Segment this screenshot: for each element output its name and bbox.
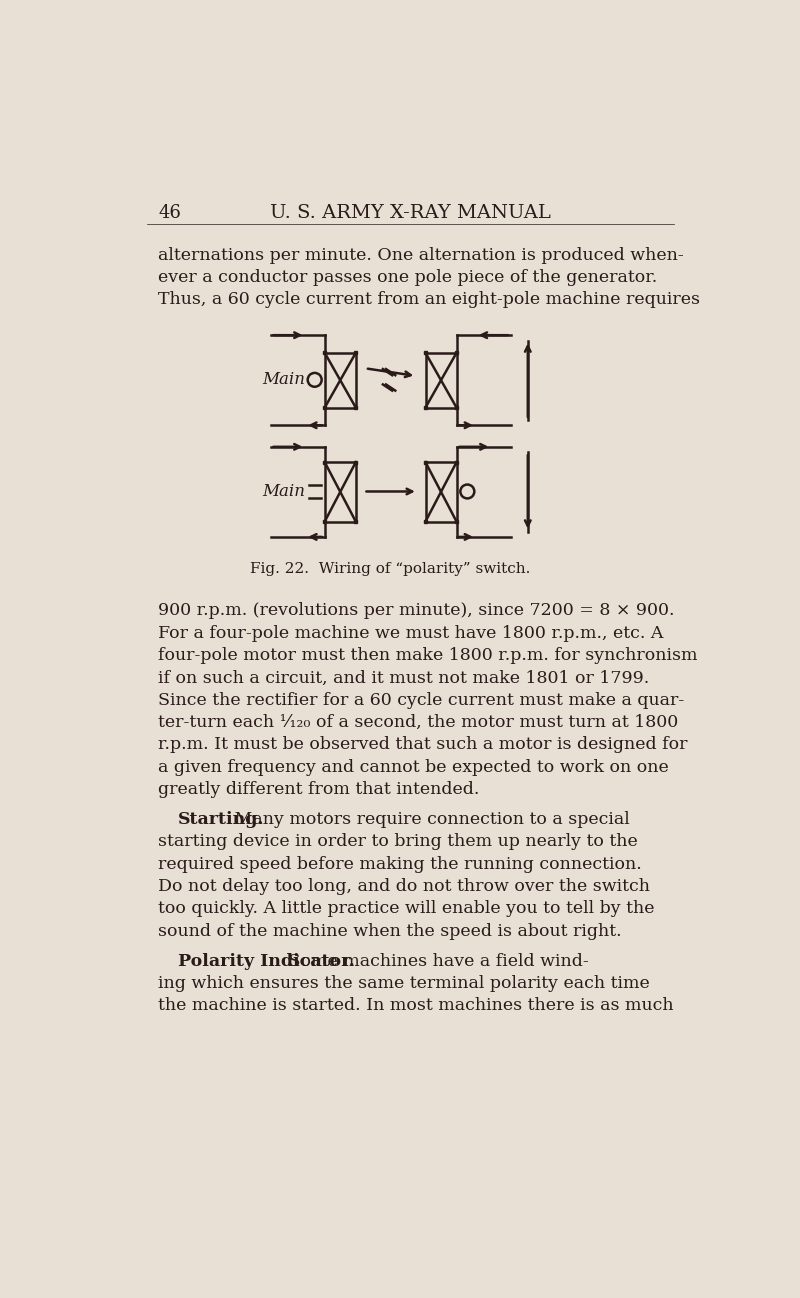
Text: Since the rectifier for a 60 cycle current must make a quar-: Since the rectifier for a 60 cycle curre… bbox=[158, 692, 684, 709]
Text: four-pole motor must then make 1800 r.p.m. for synchronism: four-pole motor must then make 1800 r.p.… bbox=[158, 646, 698, 665]
Bar bbox=[354, 406, 358, 409]
Text: a given frequency and cannot be expected to work on one: a given frequency and cannot be expected… bbox=[158, 758, 669, 776]
Text: Many motors require connection to a special: Many motors require connection to a spec… bbox=[229, 811, 630, 828]
Bar bbox=[323, 352, 326, 354]
Text: starting device in order to bring them up nearly to the: starting device in order to bring them u… bbox=[158, 833, 638, 850]
Text: 900 r.p.m. (revolutions per minute), since 7200 = 8 × 900.: 900 r.p.m. (revolutions per minute), sin… bbox=[158, 602, 674, 619]
Text: Fig. 22.  Wiring of “polarity” switch.: Fig. 22. Wiring of “polarity” switch. bbox=[250, 562, 531, 576]
Bar bbox=[424, 352, 427, 354]
Bar bbox=[424, 406, 427, 409]
Bar bbox=[323, 520, 326, 523]
Bar bbox=[424, 461, 427, 463]
Bar bbox=[354, 352, 358, 354]
Text: Polarity Indicator.: Polarity Indicator. bbox=[178, 953, 354, 970]
Text: too quickly. A little practice will enable you to tell by the: too quickly. A little practice will enab… bbox=[158, 901, 654, 918]
Text: ing which ensures the same terminal polarity each time: ing which ensures the same terminal pola… bbox=[158, 975, 650, 992]
Bar bbox=[455, 352, 458, 354]
Text: Main: Main bbox=[262, 371, 306, 388]
Bar bbox=[455, 461, 458, 463]
Text: the machine is started. In most machines there is as much: the machine is started. In most machines… bbox=[158, 997, 674, 1014]
Bar bbox=[323, 406, 326, 409]
Bar bbox=[424, 520, 427, 523]
Text: ter-turn each ¹⁄₁₂₀ of a second, the motor must turn at 1800: ter-turn each ¹⁄₁₂₀ of a second, the mot… bbox=[158, 714, 678, 731]
Text: required speed before making the running connection.: required speed before making the running… bbox=[158, 855, 642, 872]
Text: greatly different from that intended.: greatly different from that intended. bbox=[158, 781, 479, 798]
Text: Do not delay too long, and do not throw over the switch: Do not delay too long, and do not throw … bbox=[158, 877, 650, 896]
Bar bbox=[455, 520, 458, 523]
Bar bbox=[455, 406, 458, 409]
Bar bbox=[354, 461, 358, 463]
Text: sound of the machine when the speed is about right.: sound of the machine when the speed is a… bbox=[158, 923, 622, 940]
Text: U. S. ARMY X-RAY MANUAL: U. S. ARMY X-RAY MANUAL bbox=[270, 204, 550, 222]
Text: Main: Main bbox=[262, 483, 306, 500]
Bar bbox=[323, 461, 326, 463]
Text: r.p.m. It must be observed that such a motor is designed for: r.p.m. It must be observed that such a m… bbox=[158, 736, 688, 753]
Text: Thus, a 60 cycle current from an eight-pole machine requires: Thus, a 60 cycle current from an eight-p… bbox=[158, 291, 700, 309]
Text: 46: 46 bbox=[158, 204, 181, 222]
Text: if on such a circuit, and it must not make 1801 or 1799.: if on such a circuit, and it must not ma… bbox=[158, 670, 650, 687]
Bar bbox=[354, 520, 358, 523]
Text: For a four-pole machine we must have 1800 r.p.m., etc. A: For a four-pole machine we must have 180… bbox=[158, 624, 663, 641]
Text: ever a conductor passes one pole piece of the generator.: ever a conductor passes one pole piece o… bbox=[158, 269, 658, 286]
Text: Some machines have a field wind-: Some machines have a field wind- bbox=[283, 953, 589, 970]
Text: alternations per minute. One alternation is produced when-: alternations per minute. One alternation… bbox=[158, 247, 684, 263]
Text: Starting.: Starting. bbox=[178, 811, 264, 828]
